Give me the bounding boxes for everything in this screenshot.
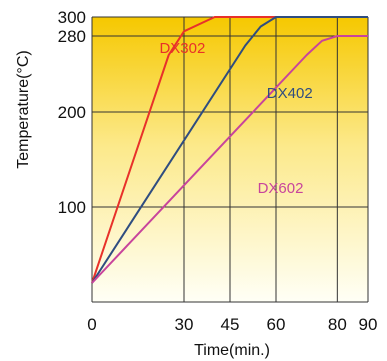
x-tick-label: 80 [328,315,347,334]
x-tick-label: 45 [221,315,240,334]
x-tick-label: 30 [175,315,194,334]
y-tick-label: 200 [58,103,86,122]
series-labels: DX302 DX402 DX602 [159,40,312,197]
series-line-dx402 [91,16,368,284]
series-line-dx602 [91,35,368,284]
y-tick-label: 100 [58,198,86,217]
series-label-dx402: DX402 [267,85,313,102]
x-tick-label: 0 [87,315,96,334]
series-line-dx302 [91,16,368,284]
series-label-dx302: DX302 [159,40,205,57]
x-tick-label: 90 [359,315,378,334]
y-tick-label: 300 [58,8,86,27]
y-tick-label: 280 [58,27,86,46]
series-label-dx602: DX602 [258,180,304,197]
x-tick-label: 60 [267,315,286,334]
series-lines [91,16,368,284]
x-tick-labels: 0 30 45 60 80 90 [87,315,377,334]
x-axis-title: Time(min.) [194,342,270,359]
y-axis-title: Temperature(°C) [15,50,32,168]
